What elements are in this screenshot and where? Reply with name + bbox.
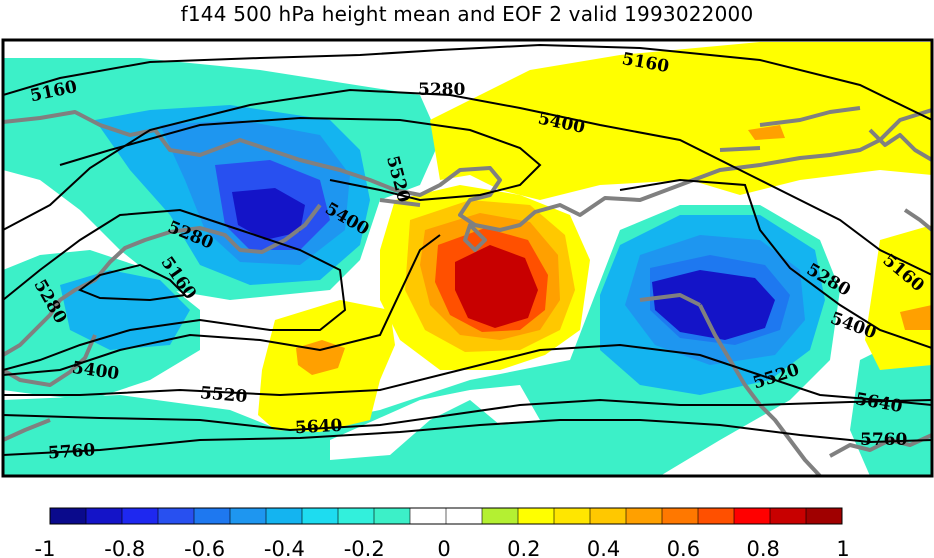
eof-shading — [3, 40, 932, 476]
colorbar-swatch — [518, 508, 555, 524]
colorbar-swatch — [410, 508, 447, 524]
contour-label-5760-b: 5760 — [860, 430, 907, 450]
colorbar-tick-labels: -1 -0.8 -0.6 -0.4 -0.2 0 0.2 0.4 0.6 0.8 1 — [35, 537, 850, 558]
colorbar-tick-label: 0.4 — [587, 537, 620, 558]
colorbar-swatch — [662, 508, 699, 524]
colorbar-swatch — [338, 508, 375, 524]
height-contours — [3, 43, 932, 456]
colorbar-swatch — [626, 508, 663, 524]
colorbar-swatch — [446, 508, 483, 524]
colorbar-tick-label: 1 — [836, 537, 849, 558]
colorbar-tick-label: -0.4 — [264, 537, 305, 558]
colorbar-swatch — [734, 508, 771, 524]
colorbar-tick-label: 0 — [437, 537, 450, 558]
map-frame — [1, 38, 934, 478]
contour-label-5280-a: 5280 — [418, 80, 465, 100]
contour-label-5520-b: 5520 — [199, 383, 248, 407]
colorbar-tick-label: -1 — [35, 537, 56, 558]
colorbar-swatch — [770, 508, 807, 524]
colorbar-swatch — [554, 508, 591, 524]
colorbar-tick-label: 0.8 — [746, 537, 779, 558]
colorbar-swatch — [698, 508, 735, 524]
colorbar-tick-label: -0.2 — [344, 537, 385, 558]
colorbar-tick-label: 0.6 — [667, 537, 700, 558]
colorbar — [49, 507, 843, 525]
colorbar-swatch — [122, 508, 159, 524]
colorbar-swatch — [86, 508, 123, 524]
colorbar-tick-label: 0.2 — [507, 537, 540, 558]
plot-title: f144 500 hPa height mean and EOF 2 valid… — [180, 2, 754, 26]
colorbar-swatch — [302, 508, 339, 524]
colorbar-swatch — [806, 508, 843, 524]
colorbar-swatch — [590, 508, 627, 524]
colorbar-swatch — [266, 508, 303, 524]
contour-label-5760-a: 5760 — [47, 440, 96, 463]
colorbar-swatch — [374, 508, 411, 524]
colorbar-tick-label: -0.6 — [184, 537, 225, 558]
colorbar-swatch — [482, 508, 519, 524]
positive-region-east — [865, 225, 932, 370]
colorbar-swatch — [50, 508, 87, 524]
colorbar-swatch — [194, 508, 231, 524]
colorbar-tick-label: -0.8 — [104, 537, 145, 558]
colorbar-swatch — [158, 508, 195, 524]
contour-label-5640-a: 5640 — [295, 416, 343, 438]
colorbar-swatch — [230, 508, 267, 524]
negative-core-west — [60, 270, 190, 350]
positive-region-north — [430, 42, 932, 200]
